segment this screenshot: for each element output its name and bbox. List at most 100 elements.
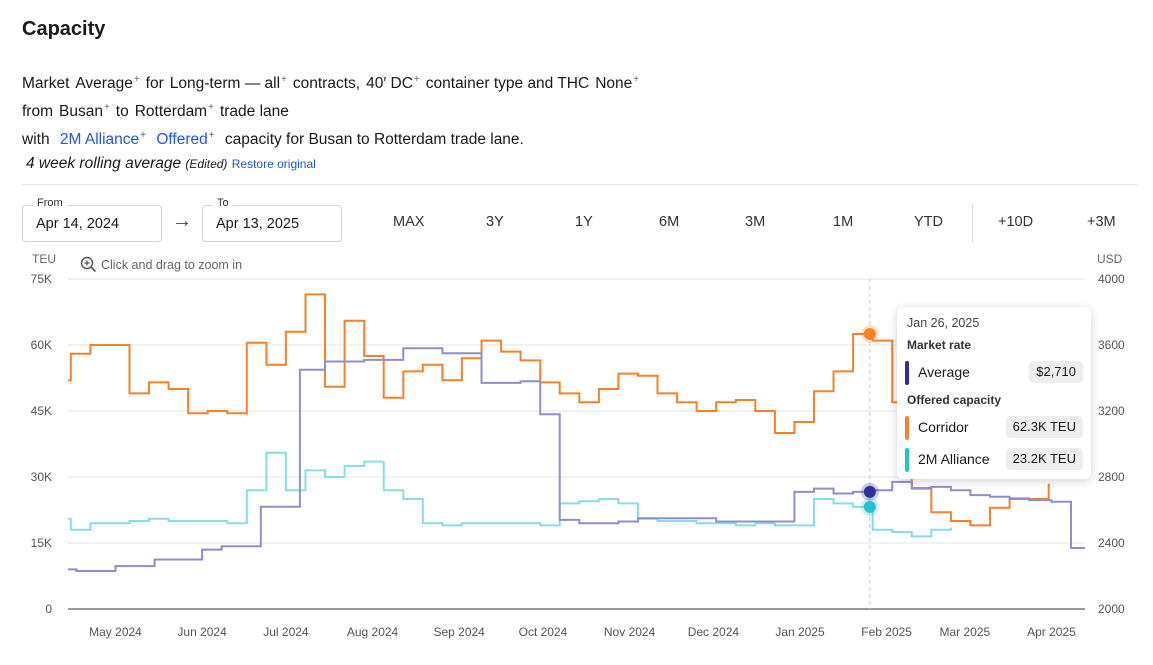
line1-token-2: for — [145, 75, 164, 93]
from-date-value[interactable]: Apr 14, 2024 — [36, 216, 120, 232]
line2-token-2: to — [115, 103, 129, 121]
alliance-swatch — [905, 448, 909, 472]
tooltip-corridor-label: Corridor — [918, 419, 969, 435]
x-tick-label: Sep 2024 — [433, 625, 485, 639]
crosshair — [860, 279, 879, 609]
line1-token-0: Market — [22, 75, 70, 93]
plus-icon[interactable]: + — [208, 102, 214, 114]
description-line-2: from Busan+ to Rotterdam+ trade lane — [22, 96, 645, 124]
marker-corridor — [863, 328, 876, 340]
range-button-plus-3m[interactable]: +3M — [1087, 214, 1116, 230]
line2-token-1[interactable]: Busan — [59, 103, 103, 121]
description-line-4: 4 week rolling average (Edited) Restore … — [26, 152, 645, 176]
plus-icon[interactable]: + — [281, 74, 287, 85]
corridor-swatch — [905, 416, 909, 440]
range-button-3y[interactable]: 3Y — [486, 214, 504, 230]
series-line-average — [68, 347, 1085, 572]
range-separator — [972, 204, 973, 242]
tooltip-row-corridor: Corridor 62.3K TEU — [905, 415, 1083, 441]
x-tick-label: Nov 2024 — [604, 625, 656, 639]
marker-2m-alliance — [863, 500, 876, 513]
capacity-type-plus-icon[interactable]: + — [208, 130, 215, 142]
left-tick-label: 30K — [31, 470, 52, 484]
description-line-1: Market Average+ for Long-term — all+ contrac… — [22, 68, 645, 96]
line1-token-6: container type and THC — [425, 75, 590, 93]
from-date-field[interactable]: From Apr 14, 2024 — [22, 197, 162, 242]
average-swatch — [905, 361, 909, 385]
x-tick-label: Jun 2024 — [177, 625, 227, 639]
right-tick-label: 2000 — [1098, 602, 1125, 616]
tooltip-offered-heading: Offered capacity — [907, 393, 1002, 407]
alliance-selector[interactable]: 2M Alliance — [59, 131, 140, 149]
capacity-type-selector[interactable]: Offered — [156, 131, 208, 149]
left-tick-label: 15K — [31, 536, 52, 550]
line1-token-5[interactable]: 40′ DC — [366, 75, 413, 93]
from-label: From — [33, 197, 67, 209]
left-axis-unit: TEU — [32, 252, 56, 266]
range-button-max[interactable]: MAX — [393, 214, 425, 230]
x-tick-label: Dec 2024 — [688, 625, 740, 639]
tooltip-alliance-value: 23.2K TEU — [1005, 448, 1083, 470]
line1-token-3[interactable]: Long-term — all — [169, 75, 281, 93]
line1-token-7[interactable]: None — [595, 75, 633, 93]
right-axis-unit: USD — [1097, 252, 1123, 266]
left-tick-label: 75K — [31, 272, 52, 286]
tooltip-row-average: Average $2,710 — [905, 360, 1083, 386]
chart-description: Market Average+ for Long-term — all+ contrac… — [22, 68, 645, 176]
x-tick-label: Feb 2025 — [861, 625, 912, 639]
right-tick-label: 3200 — [1098, 404, 1125, 418]
section-divider — [22, 184, 1137, 185]
range-button-plus-10d[interactable]: +10D — [998, 214, 1034, 230]
range-button-ytd[interactable]: YTD — [914, 214, 943, 230]
left-tick-label: 45K — [31, 404, 52, 418]
chart-tooltip: Jan 26, 2025 Market rate Average $2,710 … — [897, 307, 1091, 479]
line2-token-4: trade lane — [219, 103, 289, 121]
right-tick-label: 3600 — [1098, 338, 1125, 352]
capacity-suffix-text: capacity for Busan to Rotterdam trade la… — [224, 131, 524, 149]
range-button-1y[interactable]: 1Y — [575, 214, 593, 230]
range-button-1m[interactable]: 1M — [833, 214, 854, 230]
line2-token-3[interactable]: Rotterdam — [134, 103, 208, 121]
x-axis-ticks: May 2024 Jun 2024 Jul 2024 Aug 2024 Sep 2024… — [89, 625, 1076, 639]
alliance-plus-icon[interactable]: + — [140, 130, 146, 142]
page-title: Capacity — [22, 18, 106, 40]
plus-icon[interactable]: + — [133, 74, 140, 85]
tooltip-market-rate-heading: Market rate — [907, 338, 972, 352]
tooltip-corridor-value: 62.3K TEU — [1005, 416, 1083, 438]
to-date-field[interactable]: To Apr 13, 2025 — [202, 197, 342, 242]
x-tick-label: Oct 2024 — [519, 625, 568, 639]
to-label: To — [213, 197, 233, 209]
zoom-hint: Click and drag to zoom in — [80, 256, 242, 273]
x-tick-label: Jan 2025 — [775, 625, 825, 639]
range-button-3m[interactable]: 3M — [745, 214, 766, 230]
plus-icon[interactable]: + — [103, 102, 110, 114]
tooltip-average-label: Average — [918, 364, 970, 380]
plus-icon[interactable]: + — [633, 74, 640, 85]
right-tick-label: 2400 — [1098, 536, 1125, 550]
edited-label: (Edited) — [185, 157, 228, 172]
zoom-in-icon — [80, 256, 97, 273]
tooltip-average-value: $2,710 — [1029, 361, 1083, 383]
left-tick-label: 60K — [31, 338, 52, 352]
plus-icon[interactable]: + — [413, 74, 420, 85]
marker-average — [863, 485, 876, 498]
rolling-average-selector[interactable]: 4 week rolling average — [26, 155, 182, 173]
x-tick-label: Mar 2025 — [940, 625, 991, 639]
right-axis-ticks: 2000 2400 2800 3200 3600 4000 — [1098, 272, 1125, 616]
x-tick-label: Aug 2024 — [347, 625, 399, 639]
line1-token-1[interactable]: Average — [75, 75, 133, 93]
with-text: with — [22, 131, 50, 149]
tooltip-date: Jan 26, 2025 — [907, 316, 980, 330]
x-tick-label: May 2024 — [89, 625, 142, 639]
description-line-3: with 2M Alliance+ Offered+ capacity for … — [22, 124, 645, 152]
chart-series — [68, 293, 1085, 572]
to-date-value[interactable]: Apr 13, 2025 — [216, 216, 300, 232]
right-tick-label: 4000 — [1098, 272, 1125, 286]
x-tick-label: Jul 2024 — [263, 625, 309, 639]
tooltip-alliance-label: 2M Alliance — [918, 451, 990, 467]
left-tick-label: 0 — [45, 602, 52, 616]
range-button-6m[interactable]: 6M — [659, 214, 680, 230]
arrow-right-icon: → — [172, 210, 192, 232]
restore-original-link[interactable]: Restore original — [231, 157, 316, 172]
